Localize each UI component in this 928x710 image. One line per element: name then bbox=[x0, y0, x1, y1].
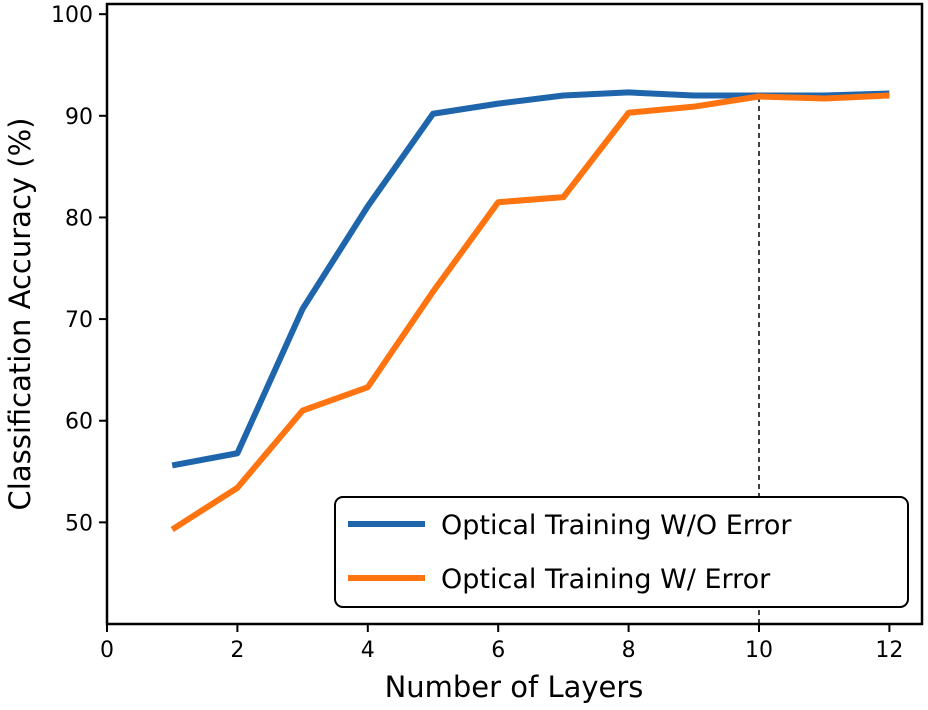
plot-frame bbox=[105, 2, 924, 626]
x-tick-label: 6 bbox=[491, 638, 505, 663]
x-tick-label: 2 bbox=[230, 638, 244, 663]
x-tick-label: 10 bbox=[745, 638, 773, 663]
y-tick-label: 50 bbox=[65, 511, 93, 536]
y-axis-label: Classification Accuracy (%) bbox=[3, 118, 37, 511]
x-tick-label: 4 bbox=[361, 638, 375, 663]
y-tick-label: 80 bbox=[65, 206, 93, 231]
plot-area bbox=[105, 2, 924, 626]
y-tick-label: 90 bbox=[65, 105, 93, 130]
y-tick-label: 100 bbox=[51, 3, 93, 28]
legend-label-without-error: Optical Training W/O Error bbox=[441, 510, 792, 541]
legend-label-with-error: Optical Training W/ Error bbox=[441, 564, 771, 595]
x-axis-label: Number of Layers bbox=[385, 670, 644, 704]
x-axis: 0 2 4 6 8 10 12 bbox=[100, 624, 903, 663]
x-tick-label: 8 bbox=[622, 638, 636, 663]
y-tick-label: 70 bbox=[65, 308, 93, 333]
x-tick-label: 0 bbox=[100, 638, 114, 663]
series-line-1 bbox=[170, 92, 890, 533]
series-line-0 bbox=[171, 89, 890, 469]
x-tick-label: 12 bbox=[875, 638, 903, 663]
legend: Optical Training W/O Error Optical Train… bbox=[334, 496, 909, 608]
y-axis: 50 60 70 80 90 100 bbox=[51, 3, 107, 536]
y-tick-label: 60 bbox=[65, 410, 93, 435]
